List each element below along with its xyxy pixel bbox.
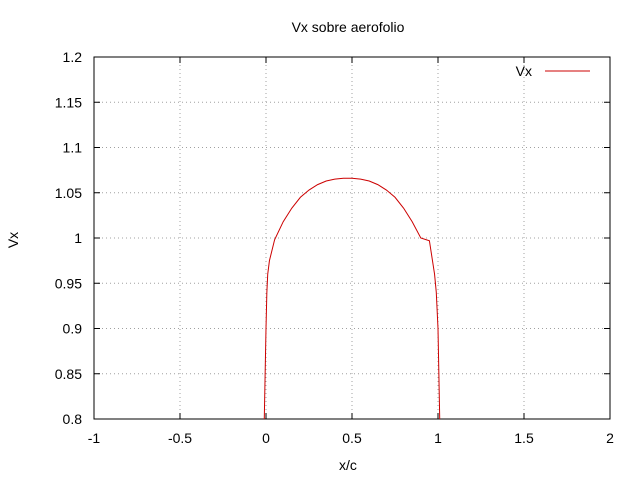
x-tick-label: -1	[88, 430, 101, 446]
y-tick-label: 1.1	[63, 140, 83, 156]
x-axis-label: x/c	[339, 457, 357, 473]
y-tick-label: 0.85	[55, 366, 82, 382]
legend: Vx	[516, 63, 590, 79]
x-tick-label: 1.5	[514, 430, 534, 446]
axis-ticks: -1 -0.5 0 0.5 1 1.5 2 0.8 0.85 0.9 0.95 1 1.05 1.1 1.1…	[55, 49, 614, 446]
y-tick-label: 1.15	[55, 94, 82, 110]
y-tick-label: 1.2	[63, 49, 83, 65]
chart-title: Vx sobre aerofolio	[292, 19, 405, 35]
legend-label: Vx	[516, 63, 532, 79]
y-tick-label: 0.8	[63, 411, 83, 427]
series-layer	[263, 177, 441, 420]
y-axis-label: Vx	[5, 232, 21, 248]
grid	[94, 57, 610, 419]
y-tick-label: 0.9	[63, 321, 83, 337]
x-tick-label: 2	[606, 430, 614, 446]
x-tick-label: 0.5	[342, 430, 362, 446]
x-tick-label: 0	[262, 430, 270, 446]
y-tick-label: 1.05	[55, 185, 82, 201]
x-tick-label: -0.5	[168, 430, 192, 446]
y-tick-label: 1	[74, 230, 82, 246]
y-tick-label: 0.95	[55, 275, 82, 291]
series-line-vx	[263, 177, 441, 420]
x-tick-label: 1	[434, 430, 442, 446]
